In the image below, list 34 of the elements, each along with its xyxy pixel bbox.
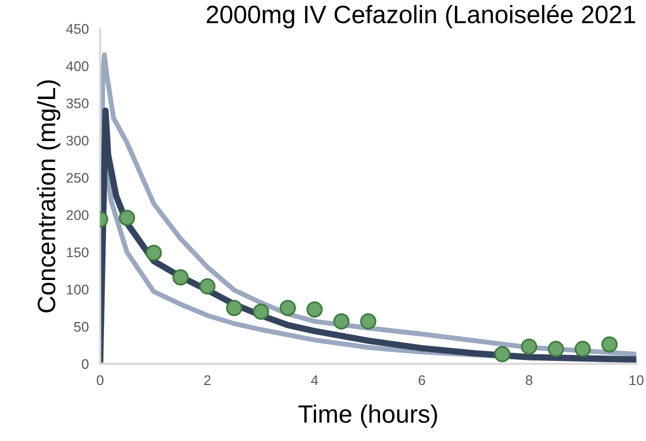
y-tick-label: 50: [74, 322, 88, 332]
point: [306, 301, 323, 318]
y-tick-label: 100: [66, 284, 88, 295]
y-tick-label: 150: [66, 247, 88, 258]
x-tick-label: 6: [418, 375, 426, 386]
x-tick-label: 10: [630, 375, 644, 386]
y-axis-title: Concentration (mg/L): [36, 80, 60, 312]
y-tick-label: 450: [66, 24, 88, 34]
point: [548, 340, 564, 358]
y-tick-label: 0: [82, 359, 88, 369]
point: [574, 340, 591, 358]
x-tick-label: 8: [526, 375, 532, 386]
point: [199, 278, 216, 294]
x-tick-label: 4: [311, 375, 318, 385]
chart-title: 2000mg IV Cefazolin (Lanoiselée 2021: [206, 4, 636, 28]
point: [333, 313, 350, 330]
point: [226, 300, 242, 316]
y-tick-label: 200: [66, 210, 88, 220]
y-tick-label: 400: [66, 61, 88, 72]
point: [520, 338, 538, 355]
point: [252, 304, 270, 320]
x-axis-title: Time (hours): [298, 404, 438, 428]
point: [601, 336, 618, 353]
point: [360, 313, 376, 330]
x-tick-label: 2: [204, 375, 211, 385]
y-tick-label: 350: [66, 98, 88, 108]
y-tick-label: 300: [66, 136, 88, 146]
point: [172, 269, 189, 286]
y-tick-label: 250: [66, 172, 88, 183]
point: [118, 210, 136, 226]
point: [280, 300, 296, 316]
point: [494, 346, 510, 362]
x-tick-label: 0: [96, 375, 104, 386]
point: [146, 244, 162, 261]
